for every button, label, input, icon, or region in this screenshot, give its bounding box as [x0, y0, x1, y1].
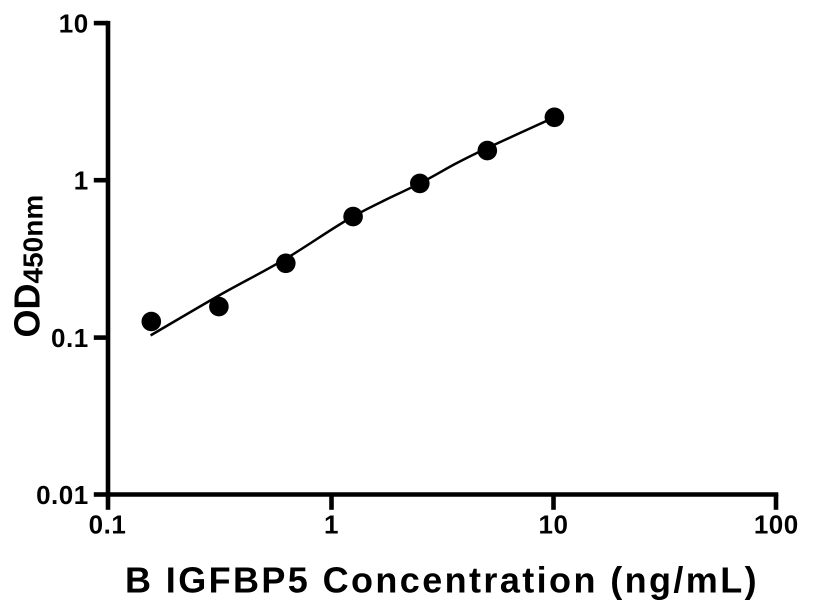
svg-text:B IGFBP5 Concentration (ng/mL): B IGFBP5 Concentration (ng/mL) — [125, 559, 759, 600]
svg-text:0.1: 0.1 — [89, 510, 127, 540]
svg-text:10: 10 — [539, 510, 569, 540]
svg-text:100: 100 — [754, 510, 799, 540]
svg-text:0.1: 0.1 — [51, 323, 89, 353]
svg-text:1: 1 — [74, 166, 89, 196]
svg-text:0.01: 0.01 — [36, 480, 89, 510]
svg-text:10: 10 — [59, 9, 89, 39]
svg-text:1: 1 — [324, 510, 339, 540]
